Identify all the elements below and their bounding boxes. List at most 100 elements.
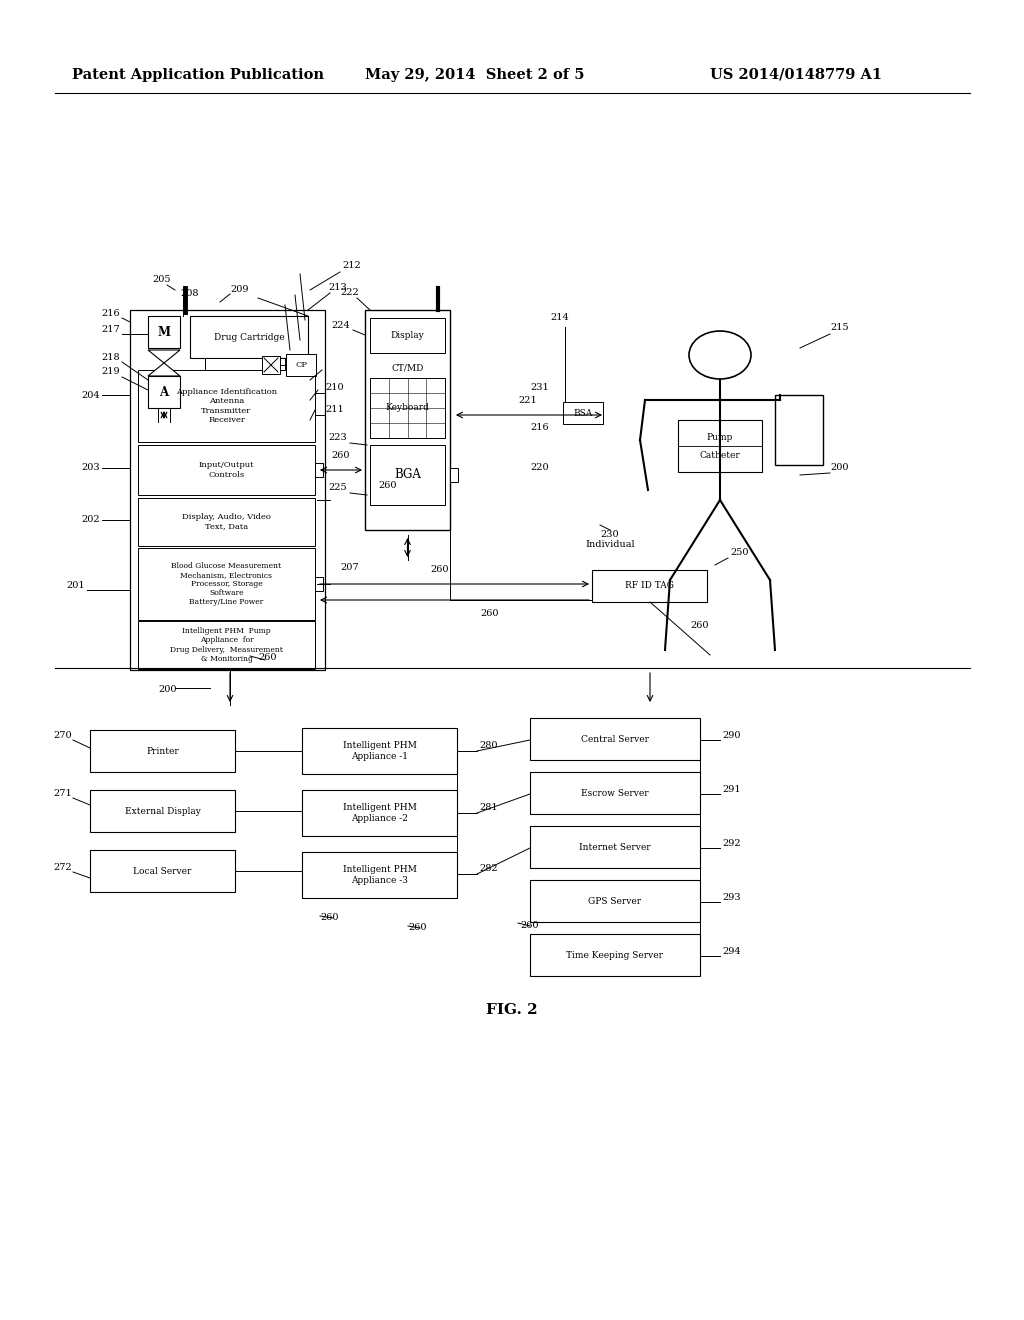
Text: 207: 207: [341, 564, 359, 572]
Text: Printer: Printer: [146, 747, 179, 755]
Text: Keyboard: Keyboard: [386, 404, 429, 412]
Text: 292: 292: [722, 840, 740, 847]
Text: Central Server: Central Server: [581, 734, 649, 743]
Bar: [130, 310, 325, 671]
Text: A: A: [160, 385, 169, 399]
Text: 219: 219: [101, 367, 120, 376]
Text: Input/Output
Controls: Input/Output Controls: [199, 462, 254, 479]
Text: 271: 271: [53, 789, 72, 799]
Text: 225: 225: [329, 483, 347, 492]
Text: 282: 282: [479, 865, 498, 873]
Bar: [315, 463, 323, 477]
Text: 231: 231: [530, 383, 549, 392]
Text: External Display: External Display: [125, 807, 201, 816]
Text: 222: 222: [341, 288, 359, 297]
Bar: [90, 850, 234, 892]
Bar: [302, 729, 457, 774]
Text: Escrow Server: Escrow Server: [582, 788, 649, 797]
Text: 223: 223: [329, 433, 347, 442]
Bar: [592, 570, 707, 602]
Text: 220: 220: [530, 463, 549, 473]
Bar: [138, 620, 315, 669]
Text: 203: 203: [81, 463, 100, 473]
Bar: [138, 445, 315, 495]
Text: M: M: [158, 326, 171, 338]
Text: RF ID TAG: RF ID TAG: [625, 582, 674, 590]
Text: 202: 202: [81, 516, 100, 524]
Text: Intelligent PHM
Appliance -3: Intelligent PHM Appliance -3: [343, 866, 417, 884]
Text: 221: 221: [518, 396, 538, 405]
Text: 260: 260: [431, 565, 450, 574]
Text: 281: 281: [479, 803, 498, 812]
Text: FIG. 2: FIG. 2: [486, 1003, 538, 1016]
Text: Catheter: Catheter: [699, 450, 740, 459]
Text: 210: 210: [325, 383, 344, 392]
Bar: [148, 315, 180, 348]
Bar: [138, 548, 315, 620]
Bar: [370, 318, 445, 352]
Text: 200: 200: [159, 685, 177, 694]
Ellipse shape: [689, 331, 751, 379]
Bar: [370, 378, 445, 438]
Bar: [530, 826, 700, 869]
Text: 216: 216: [530, 422, 549, 432]
Text: Time Keeping Server: Time Keeping Server: [566, 950, 664, 960]
Text: 260: 260: [691, 620, 710, 630]
Text: CT/MD: CT/MD: [391, 363, 424, 372]
Bar: [450, 469, 458, 482]
Bar: [148, 376, 180, 408]
Text: 250: 250: [731, 548, 750, 557]
Text: Drug Cartridge: Drug Cartridge: [214, 333, 285, 342]
Text: Patent Application Publication: Patent Application Publication: [72, 69, 324, 82]
Bar: [190, 315, 308, 358]
Text: Display: Display: [390, 331, 424, 341]
Bar: [286, 354, 316, 376]
Bar: [563, 403, 603, 424]
Text: 270: 270: [53, 731, 72, 741]
Text: 280: 280: [479, 741, 498, 750]
Bar: [138, 370, 315, 442]
Text: 293: 293: [722, 894, 740, 902]
Bar: [90, 789, 234, 832]
Text: Appliance Identification
Antenna
Transmitter
Receiver: Appliance Identification Antenna Transmi…: [176, 388, 278, 424]
Text: 211: 211: [325, 405, 344, 414]
Text: 260: 260: [409, 923, 427, 932]
Bar: [365, 310, 450, 531]
Bar: [530, 935, 700, 975]
Text: Display, Audio, Video
Text, Data: Display, Audio, Video Text, Data: [182, 513, 271, 531]
Bar: [775, 395, 823, 465]
Text: 208: 208: [181, 289, 200, 298]
Polygon shape: [148, 363, 180, 376]
Text: Intelligent PHM  Pump
Appliance  for
Drug Delivery,  Measurement
& Monitoring: Intelligent PHM Pump Appliance for Drug …: [170, 627, 283, 663]
Bar: [262, 356, 280, 374]
Text: GPS Server: GPS Server: [589, 896, 642, 906]
Text: 230
Individual: 230 Individual: [585, 531, 635, 549]
Text: 260: 260: [480, 609, 500, 618]
Text: 290: 290: [722, 731, 740, 741]
Text: 214: 214: [551, 313, 569, 322]
Text: BSA: BSA: [573, 408, 593, 417]
Text: Intelligent PHM
Appliance -2: Intelligent PHM Appliance -2: [343, 804, 417, 822]
Text: 260: 260: [379, 480, 397, 490]
Text: 204: 204: [81, 391, 100, 400]
Text: BGA: BGA: [394, 469, 421, 482]
Text: 260: 260: [332, 451, 350, 459]
Bar: [302, 789, 457, 836]
Text: 212: 212: [343, 261, 361, 271]
Text: Pump: Pump: [707, 433, 733, 441]
Text: Blood Glucose Measurement
Mechanism, Electronics
Processor, Storage
Software
Bat: Blood Glucose Measurement Mechanism, Ele…: [171, 561, 282, 606]
Text: 205: 205: [153, 275, 171, 284]
Text: CP: CP: [295, 360, 307, 370]
Bar: [530, 718, 700, 760]
Text: Internet Server: Internet Server: [580, 842, 651, 851]
Text: US 2014/0148779 A1: US 2014/0148779 A1: [710, 69, 882, 82]
Text: 272: 272: [53, 863, 72, 873]
Bar: [530, 772, 700, 814]
Text: 200: 200: [830, 463, 849, 473]
Text: 216: 216: [101, 309, 120, 318]
Text: 260: 260: [321, 913, 339, 921]
Text: 291: 291: [722, 785, 740, 795]
Text: 294: 294: [722, 946, 740, 956]
Bar: [302, 851, 457, 898]
Text: 201: 201: [67, 581, 85, 590]
